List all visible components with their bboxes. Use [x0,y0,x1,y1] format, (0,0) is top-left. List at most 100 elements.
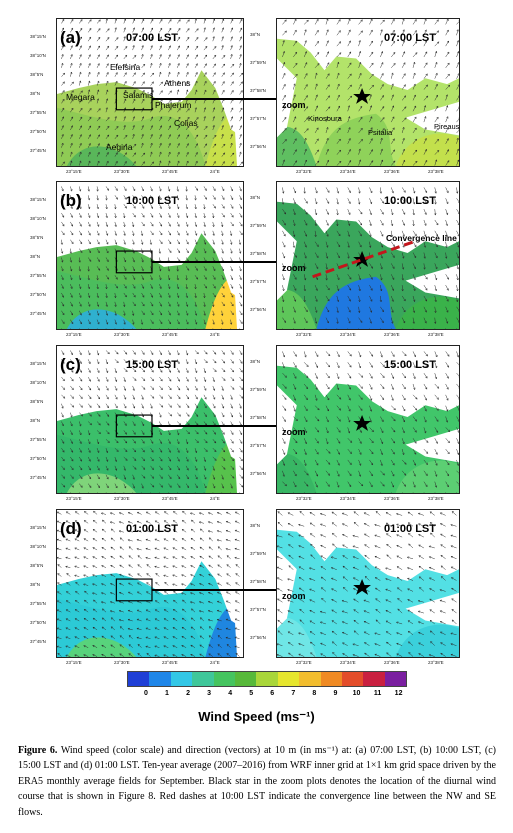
lat-tick: 37°55'N [30,437,46,442]
lat-tick: 37°50'N [30,620,46,625]
colorbar-tick-label: 4 [228,690,233,697]
lon-tick: 23°30'E [114,496,130,501]
wind-map-zoom [277,182,459,329]
place-label: Athens [164,78,191,88]
wind-map-zoom [277,19,459,166]
zoom-lon-tick: 23°32'E [296,660,312,665]
convergence-label: Convergence line [386,233,457,243]
lat-tick: 38°15'N [30,525,46,530]
colorbar-ticks: 0 1 2 3 4 5 6 7 8 9 10 11 12 [127,690,407,700]
panel-d: (d) 01:00 LST 38°15'N 38°10'N 38°5'N 38°N 37°5… [0,509,513,665]
lon-tick: 24°E [210,660,220,665]
panel-label: (b) [60,191,82,210]
colorbar-swatch [384,672,407,686]
panel-label: (c) [60,355,81,374]
location-star-icon [353,415,371,431]
zoom-lon-tick: 23°36'E [384,496,400,501]
place-label: Colias [174,118,198,128]
colorbar-tick-label: 2 [186,690,190,697]
zoom-lat-tick: 37°56'N [250,307,266,312]
lat-tick: 37°55'N [30,273,46,278]
zoom-lon-tick: 23°34'E [340,496,356,501]
lat-tick: 38°10'N [30,53,46,58]
zoom-time: 15:00 LST [384,359,436,371]
lon-tick: 24°E [210,169,220,174]
place-label: Aegina [106,142,133,152]
colorbar-tick-label: 8 [312,690,317,697]
zoom-label: zoom [282,427,306,437]
panel-time: 10:00 LST [126,195,178,207]
zoom-lat-tick: 37°57'N [250,607,266,612]
place-label: Salamis [123,90,154,100]
lat-tick: 38°N [30,91,41,96]
lon-tick: 23°45'E [162,660,178,665]
lat-tick: 38°10'N [30,216,46,221]
colorbar-swatch [363,672,385,686]
colorbar-swatch [192,672,214,686]
lon-tick: 23°45'E [162,332,178,337]
lat-tick: 37°50'N [30,129,46,134]
zoom-lat-tick: 38°N [250,359,261,364]
lon-tick: 23°15'E [66,660,82,665]
colorbar-title: Wind Speed (ms⁻¹) [198,709,315,724]
lat-tick: 38°10'N [30,380,46,385]
zoom-lon-tick: 23°32'E [296,496,312,501]
panel-b: (b) 10:00 LST 38°15'N 38°10'N 38°5'N 38°N 37°5… [0,181,513,337]
zoom-lat-tick: 37°59'N [250,60,266,65]
lat-tick: 38°N [30,582,41,587]
lat-tick: 38°15'N [30,34,46,39]
lon-tick: 23°30'E [114,332,130,337]
lon-tick: 23°45'E [162,169,178,174]
panel-label: (a) [60,28,81,47]
colorbar-swatch [341,672,364,686]
colorbar-swatch [213,672,235,686]
wind-map-zoom [277,346,459,493]
zoom-place-label: Psitalia [368,128,393,137]
lat-tick: 38°N [30,418,41,423]
zoom-lon-tick: 23°38'E [428,496,444,501]
panel-time: 01:00 LST [126,523,178,535]
lat-tick: 38°N [30,254,41,259]
zoom-map [276,18,460,167]
colorbar-swatch [256,672,278,686]
zoom-lat-tick: 37°59'N [250,387,266,392]
colorbar-tick-label: 12 [394,690,403,697]
lon-tick: 24°E [210,332,220,337]
colorbar-swatch [277,672,300,686]
zoom-lat-tick: 37°57'N [250,116,266,121]
panel-a: (a) 07:00 LST 38°15'N 38°10'N 38°5'N 38°N 37°5… [0,18,513,174]
place-label: Megara [66,92,95,102]
wind-speed-colorbar [127,671,407,687]
caption-text: Wind speed (color scale) and direction (… [18,745,497,818]
lat-tick: 37°55'N [30,110,46,115]
zoom-map [276,509,460,658]
zoom-lon-tick: 23°34'E [340,660,356,665]
zoom-lat-tick: 37°59'N [250,551,266,556]
lat-tick: 37°45'N [30,311,46,316]
zoom-lat-tick: 37°56'N [250,635,266,640]
lat-tick: 38°15'N [30,361,46,366]
colorbar-tick-label: 11 [373,690,382,697]
wind-map-main [57,510,243,657]
colorbar-swatch [299,672,321,686]
zoom-lat-tick: 37°58'N [250,88,266,93]
main-map [56,18,244,167]
wind-map-main [57,182,243,329]
panel-time: 07:00 LST [126,32,178,44]
location-star-icon [353,88,371,104]
zoom-lat-tick: 37°56'N [250,471,266,476]
zoom-time: 07:00 LST [384,32,436,44]
zoom-lon-tick: 23°38'E [428,660,444,665]
location-star-icon [353,579,371,595]
lat-tick: 37°50'N [30,456,46,461]
lon-tick: 24°E [210,496,220,501]
zoom-lat-tick: 37°58'N [250,415,266,420]
lon-tick: 23°45'E [162,496,178,501]
colorbar-tick-label: 0 [143,690,148,697]
lon-tick: 23°30'E [114,660,130,665]
lon-tick: 23°15'E [66,332,82,337]
colorbar-tick-label: 1 [165,690,169,697]
figure-caption: Figure 6. Wind speed (color scale) and d… [18,743,496,820]
colorbar-swatch [149,672,171,686]
colorbar-tick-label: 9 [333,690,338,697]
